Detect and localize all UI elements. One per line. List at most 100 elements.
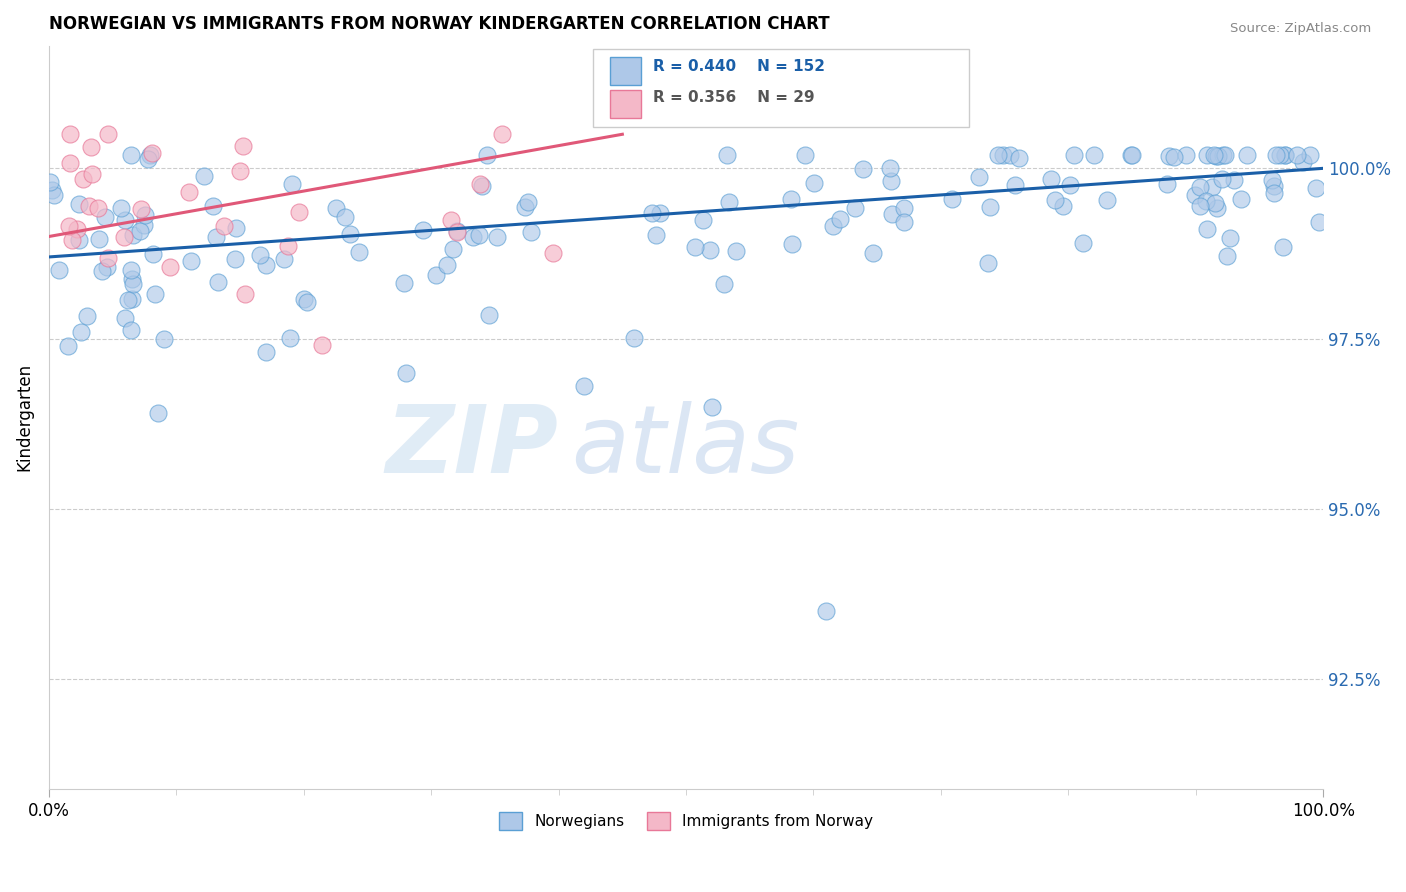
Point <box>893 215 915 229</box>
Point <box>641 206 664 220</box>
Point <box>1274 148 1296 162</box>
Point <box>780 193 803 207</box>
Point <box>117 293 139 308</box>
Point <box>1219 230 1241 244</box>
Point <box>122 227 145 242</box>
Point <box>1063 147 1085 161</box>
Point <box>224 252 246 267</box>
Point <box>1095 194 1118 208</box>
Point <box>347 244 370 259</box>
FancyBboxPatch shape <box>610 90 641 118</box>
Point <box>288 205 311 219</box>
Point <box>67 233 90 247</box>
Point <box>229 164 252 178</box>
Point <box>122 277 145 291</box>
Point <box>1268 147 1291 161</box>
Point <box>1007 151 1029 165</box>
Point <box>517 194 540 209</box>
Point <box>470 177 492 191</box>
Point <box>114 311 136 326</box>
Point <box>132 218 155 232</box>
Point <box>67 196 90 211</box>
Point <box>142 247 165 261</box>
Point <box>254 258 277 272</box>
Point <box>193 169 215 183</box>
Point <box>120 323 142 337</box>
Point <box>281 178 304 192</box>
Point <box>311 338 333 352</box>
Point <box>491 128 513 142</box>
Point <box>278 331 301 345</box>
Point <box>82 167 104 181</box>
Point <box>1265 147 1288 161</box>
Point <box>1039 172 1062 186</box>
Point <box>1211 172 1233 186</box>
Point <box>97 251 120 265</box>
Point <box>72 172 94 186</box>
Point <box>207 275 229 289</box>
Point <box>1271 240 1294 254</box>
Point <box>339 227 361 241</box>
Point <box>1206 149 1229 163</box>
Point <box>803 176 825 190</box>
Point <box>134 208 156 222</box>
Point <box>794 147 817 161</box>
Point <box>1292 155 1315 169</box>
Point <box>1159 149 1181 163</box>
Y-axis label: Kindergarten: Kindergarten <box>15 363 32 471</box>
Point <box>1205 201 1227 215</box>
Point <box>1299 147 1322 161</box>
Point <box>94 210 117 224</box>
Point <box>446 224 468 238</box>
Point <box>692 213 714 227</box>
Point <box>1263 186 1285 201</box>
Point <box>392 276 415 290</box>
Point <box>121 292 143 306</box>
Point <box>201 198 224 212</box>
Point <box>882 207 904 221</box>
Point <box>273 252 295 267</box>
Point <box>56 338 79 352</box>
Point <box>1052 199 1074 213</box>
Point <box>233 286 256 301</box>
Point <box>993 147 1015 161</box>
Point <box>623 331 645 345</box>
Point <box>97 128 120 142</box>
Point <box>716 147 738 161</box>
Point <box>821 219 844 233</box>
Point <box>1213 147 1236 161</box>
Point <box>325 201 347 215</box>
Point <box>1184 187 1206 202</box>
Point <box>58 219 80 233</box>
Point <box>1043 193 1066 207</box>
Point <box>412 222 434 236</box>
Point <box>1222 173 1244 187</box>
Point <box>713 277 735 292</box>
Point <box>541 245 564 260</box>
Text: atlas: atlas <box>571 401 800 492</box>
Point <box>1216 249 1239 263</box>
FancyBboxPatch shape <box>610 56 641 85</box>
Point <box>879 161 901 175</box>
Point <box>700 400 723 414</box>
Text: R = 0.356    N = 29: R = 0.356 N = 29 <box>652 90 814 104</box>
Point <box>48 263 70 277</box>
Point <box>844 202 866 216</box>
Point <box>425 268 447 282</box>
Point <box>998 147 1021 161</box>
Point <box>87 201 110 215</box>
Point <box>941 192 963 206</box>
Point <box>205 230 228 244</box>
Point <box>977 256 1000 270</box>
Point <box>38 175 60 189</box>
Point <box>1202 147 1225 161</box>
Point <box>120 148 142 162</box>
Point <box>979 200 1001 214</box>
Point <box>96 260 118 274</box>
Point <box>446 225 468 239</box>
Point <box>648 206 671 220</box>
Point <box>1194 194 1216 208</box>
Point <box>89 232 111 246</box>
Point <box>828 212 851 227</box>
Text: ZIP: ZIP <box>385 401 558 492</box>
